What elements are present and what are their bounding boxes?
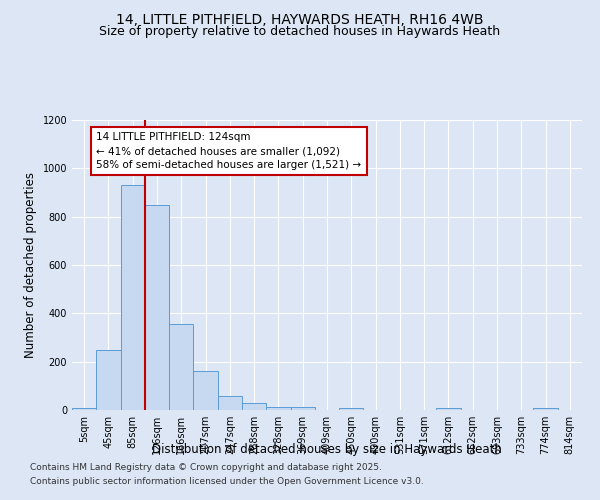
Text: Size of property relative to detached houses in Haywards Heath: Size of property relative to detached ho… bbox=[100, 25, 500, 38]
Y-axis label: Number of detached properties: Number of detached properties bbox=[24, 172, 37, 358]
Text: Contains HM Land Registry data © Crown copyright and database right 2025.: Contains HM Land Registry data © Crown c… bbox=[30, 464, 382, 472]
Bar bbox=[145, 205, 169, 410]
Bar bbox=[72, 408, 96, 410]
Bar bbox=[290, 408, 315, 410]
Text: 14, LITTLE PITHFIELD, HAYWARDS HEATH, RH16 4WB: 14, LITTLE PITHFIELD, HAYWARDS HEATH, RH… bbox=[116, 12, 484, 26]
Bar bbox=[121, 185, 145, 410]
Bar bbox=[169, 324, 193, 410]
Bar bbox=[218, 396, 242, 410]
Bar bbox=[96, 350, 121, 410]
Bar bbox=[436, 408, 461, 410]
Bar bbox=[266, 407, 290, 410]
Bar bbox=[193, 372, 218, 410]
Text: Contains public sector information licensed under the Open Government Licence v3: Contains public sector information licen… bbox=[30, 477, 424, 486]
Bar bbox=[242, 403, 266, 410]
Text: Distribution of detached houses by size in Haywards Heath: Distribution of detached houses by size … bbox=[152, 442, 502, 456]
Bar bbox=[339, 408, 364, 410]
Bar bbox=[533, 408, 558, 410]
Text: 14 LITTLE PITHFIELD: 124sqm
← 41% of detached houses are smaller (1,092)
58% of : 14 LITTLE PITHFIELD: 124sqm ← 41% of det… bbox=[96, 132, 361, 170]
